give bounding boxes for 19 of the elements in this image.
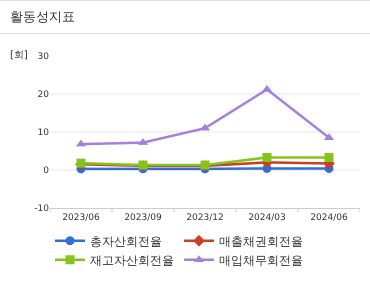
legend-label: 총자산회전율 [90,234,162,248]
y-tick-label: 20 [38,90,50,100]
legend-label: 매출채권회전율 [219,234,303,248]
x-tick-label: 2023/12 [186,212,224,223]
x-tick-label: 2024/06 [310,212,348,223]
legend-label: 매입채무회전율 [219,253,303,268]
chart-title: 활동성지표 [0,0,370,34]
x-tick-label: 2023/06 [62,212,100,223]
point [76,158,86,168]
x-tick-label: 2024/03 [248,212,286,223]
y-tick-label: -10 [34,204,50,214]
y-tick-label: 10 [38,128,50,138]
y-tick-label: 30 [38,52,50,62]
legend-label: 재고자산회전율 [90,253,174,268]
x-tick-label: 2023/09 [124,212,162,223]
point [262,152,272,162]
point [324,152,334,162]
y-tick-label: 0 [43,166,50,176]
y-axis-title: [회] [10,49,28,62]
